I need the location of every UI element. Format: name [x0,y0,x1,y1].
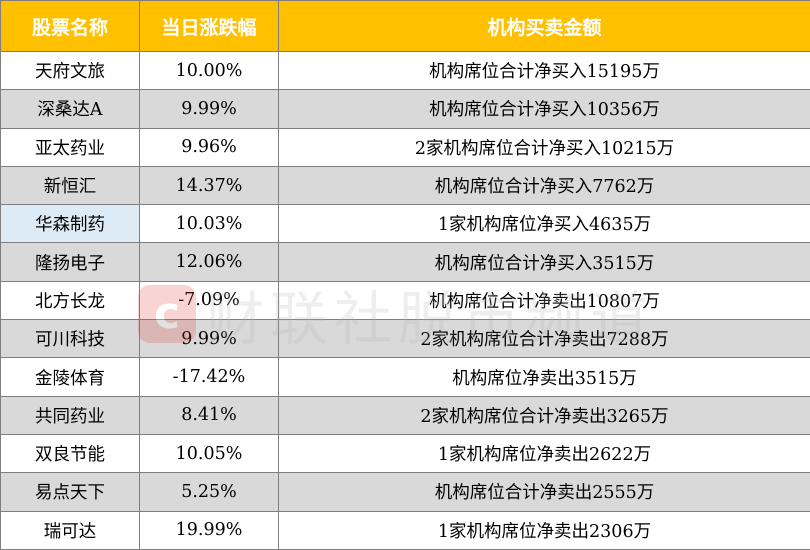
stock-name-cell: 深桑达A [0,89,140,129]
daily-change-cell: 9.99% [139,89,279,129]
table-row: 北方长龙 -7.09% 机构席位合计净卖出10807万 [0,280,810,321]
table-row: 华森制药 10.03% 1家机构席位净买入4635万 [0,204,810,244]
daily-change-cell: 19.99% [139,510,279,550]
stock-name-cell: 双良节能 [0,433,140,474]
daily-change-cell: 12.06% [139,242,279,282]
daily-change-cell: 10.03% [139,204,279,244]
institution-amount-cell: 2家机构席位合计净卖出3265万 [278,395,810,435]
table-header-row: 股票名称 当日涨跌幅 机构买卖金额 [0,0,810,52]
table-row: 亚太药业 9.96% 2家机构席位合计净买入10215万 [0,127,810,167]
table-row: 可川科技 9.99% 2家机构席位合计净卖出7288万 [0,319,810,359]
daily-change-cell: 10.05% [139,433,279,474]
stock-name-cell: 可川科技 [0,319,140,359]
institution-amount-cell: 1家机构席位净卖出2622万 [278,433,810,474]
table-row: 深桑达A 9.99% 机构席位合计净买入10356万 [0,89,810,129]
stock-name-cell: 天府文旅 [0,50,140,91]
table-row: 天府文旅 10.00% 机构席位合计净买入15195万 [0,50,810,91]
institution-amount-cell: 2家机构席位合计净买入10215万 [278,127,810,167]
institution-amount-cell: 机构席位合计净买入3515万 [278,242,810,282]
institution-amount-cell: 机构席位合计净卖出10807万 [278,280,810,321]
stock-name-cell: 北方长龙 [0,280,140,321]
institution-amount-cell: 机构席位合计净卖出2555万 [278,472,810,512]
institution-amount-cell: 2家机构席位合计净卖出7288万 [278,319,810,359]
stock-name-cell: 华森制药 [0,204,140,244]
header-daily-change: 当日涨跌幅 [139,0,279,52]
stock-name-cell: 新恒汇 [0,165,140,206]
stock-name-cell: 亚太药业 [0,127,140,167]
stock-name-cell: 易点天下 [0,472,140,512]
table-row: 新恒汇 14.37% 机构席位合计净买入7762万 [0,165,810,206]
daily-change-cell: 14.37% [139,165,279,206]
table-row: 共同药业 8.41% 2家机构席位合计净卖出3265万 [0,395,810,435]
institution-amount-cell: 机构席位合计净买入7762万 [278,165,810,206]
stock-name-cell: 共同药业 [0,395,140,435]
table-row: 易点天下 5.25% 机构席位合计净卖出2555万 [0,472,810,512]
daily-change-cell: 9.99% [139,319,279,359]
daily-change-cell: -7.09% [139,280,279,321]
institution-amount-cell: 机构席位净卖出3515万 [278,357,810,397]
table-row: 金陵体育 -17.42% 机构席位净卖出3515万 [0,357,810,397]
table-row: 隆扬电子 12.06% 机构席位合计净买入3515万 [0,242,810,282]
header-institution-amount: 机构买卖金额 [278,0,810,52]
header-stock-name: 股票名称 [0,0,140,52]
daily-change-cell: -17.42% [139,357,279,397]
daily-change-cell: 9.96% [139,127,279,167]
institution-amount-cell: 1家机构席位净卖出2306万 [278,510,810,550]
table-row: 双良节能 10.05% 1家机构席位净卖出2622万 [0,433,810,474]
institution-amount-cell: 1家机构席位净买入4635万 [278,204,810,244]
daily-change-cell: 10.00% [139,50,279,91]
institution-amount-cell: 机构席位合计净买入10356万 [278,89,810,129]
stock-name-cell: 瑞可达 [0,510,140,550]
daily-change-cell: 8.41% [139,395,279,435]
stock-name-cell: 金陵体育 [0,357,140,397]
table-row: 瑞可达 19.99% 1家机构席位净卖出2306万 [0,510,810,550]
institution-amount-cell: 机构席位合计净买入15195万 [278,50,810,91]
daily-change-cell: 5.25% [139,472,279,512]
stock-name-cell: 隆扬电子 [0,242,140,282]
